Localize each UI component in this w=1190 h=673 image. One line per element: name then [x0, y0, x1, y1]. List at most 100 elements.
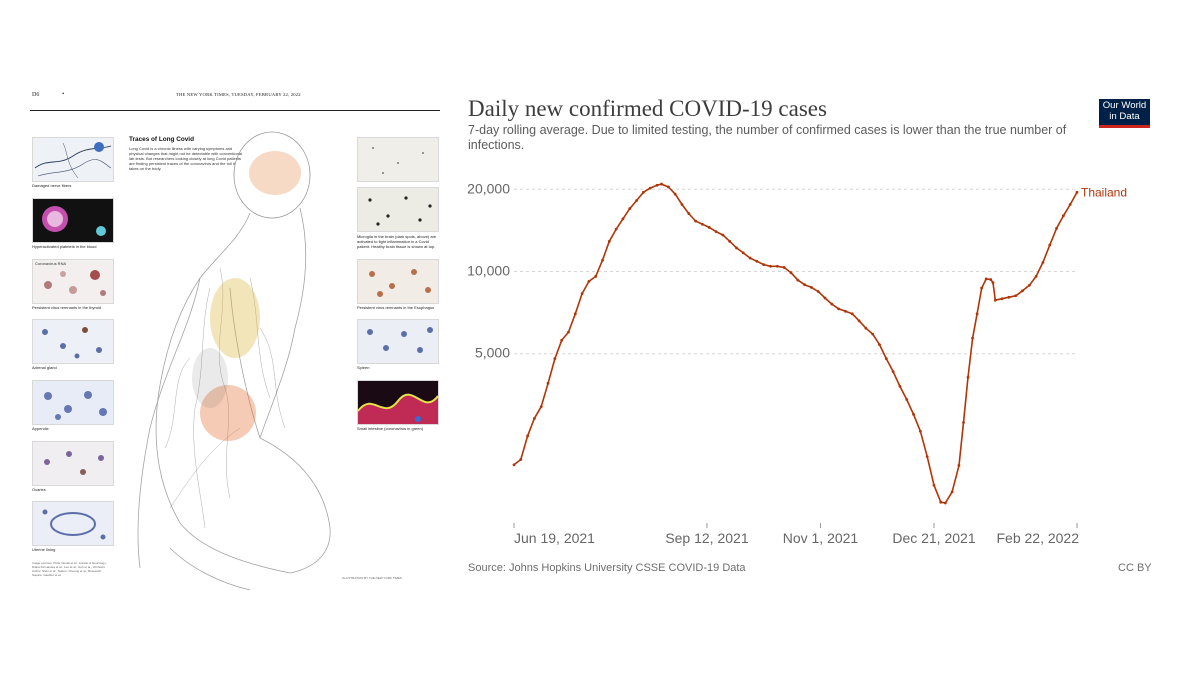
- data-point[interactable]: [816, 290, 820, 293]
- data-point[interactable]: [993, 298, 997, 302]
- data-point[interactable]: [1007, 295, 1011, 299]
- data-point[interactable]: [891, 370, 895, 374]
- data-point[interactable]: [694, 219, 698, 223]
- data-point[interactable]: [943, 501, 947, 505]
- data-point[interactable]: [748, 256, 752, 260]
- data-point[interactable]: [782, 266, 786, 269]
- data-point[interactable]: [837, 307, 841, 311]
- data-point[interactable]: [884, 357, 888, 360]
- data-point[interactable]: [932, 483, 936, 487]
- data-point[interactable]: [1021, 289, 1024, 293]
- appendix-image: [32, 380, 114, 425]
- data-point[interactable]: [775, 264, 779, 268]
- data-point[interactable]: [918, 429, 922, 433]
- data-point[interactable]: [1061, 214, 1065, 218]
- data-point[interactable]: [957, 464, 961, 467]
- data-point[interactable]: [1048, 243, 1052, 247]
- caption-uterine: Uterine lining: [32, 547, 56, 552]
- data-point[interactable]: [898, 384, 902, 388]
- data-point[interactable]: [560, 338, 564, 342]
- data-point[interactable]: [864, 326, 868, 330]
- series-label[interactable]: Thailand: [1081, 185, 1127, 199]
- data-point[interactable]: [735, 246, 738, 250]
- data-point[interactable]: [641, 190, 645, 194]
- data-point[interactable]: [721, 233, 725, 237]
- data-point[interactable]: [962, 421, 965, 424]
- data-point[interactable]: [857, 319, 861, 323]
- data-point[interactable]: [666, 185, 670, 189]
- data-point[interactable]: [905, 398, 909, 401]
- data-point[interactable]: [741, 251, 745, 255]
- data-point[interactable]: [680, 203, 684, 206]
- data-point[interactable]: [925, 455, 929, 459]
- data-point[interactable]: [607, 239, 611, 243]
- data-point[interactable]: [980, 286, 984, 290]
- data-point[interactable]: [1027, 283, 1031, 287]
- data-point[interactable]: [971, 336, 974, 340]
- chart-license[interactable]: CC BY: [1118, 562, 1152, 574]
- data-point[interactable]: [803, 283, 806, 287]
- data-point[interactable]: [1000, 297, 1004, 301]
- data-point[interactable]: [755, 259, 759, 263]
- data-point[interactable]: [580, 292, 584, 296]
- data-point[interactable]: [519, 458, 523, 461]
- data-point[interactable]: [594, 274, 598, 278]
- data-point[interactable]: [984, 277, 988, 281]
- data-point[interactable]: [823, 296, 827, 300]
- data-point[interactable]: [660, 182, 663, 186]
- data-point[interactable]: [728, 239, 732, 243]
- data-point[interactable]: [950, 490, 954, 494]
- data-point[interactable]: [673, 192, 677, 196]
- data-point[interactable]: [701, 222, 704, 226]
- data-point[interactable]: [546, 381, 550, 385]
- data-point[interactable]: [614, 227, 618, 231]
- data-point[interactable]: [512, 463, 516, 467]
- data-point[interactable]: [809, 285, 813, 289]
- data-point[interactable]: [587, 280, 591, 283]
- data-point[interactable]: [912, 412, 915, 416]
- data-point[interactable]: [648, 186, 652, 190]
- data-point[interactable]: [714, 230, 718, 234]
- data-point[interactable]: [1041, 260, 1045, 264]
- data-point[interactable]: [796, 278, 800, 282]
- data-point[interactable]: [539, 405, 543, 409]
- data-point[interactable]: [628, 207, 632, 210]
- x-tick-label: Feb 22, 2022: [996, 530, 1079, 546]
- y-tick-label: 5,000: [475, 345, 510, 361]
- data-point[interactable]: [1068, 203, 1072, 206]
- data-point[interactable]: [635, 199, 638, 202]
- data-point[interactable]: [1075, 190, 1079, 194]
- data-point[interactable]: [526, 434, 530, 438]
- owid-logo[interactable]: Our World in Data: [1099, 99, 1150, 128]
- data-point[interactable]: [567, 330, 570, 334]
- data-point[interactable]: [769, 264, 772, 268]
- data-point[interactable]: [966, 375, 970, 379]
- data-point[interactable]: [687, 212, 691, 215]
- chart-source: Source: Johns Hopkins University CSSE CO…: [468, 562, 746, 574]
- data-point[interactable]: [601, 258, 604, 262]
- data-point[interactable]: [762, 263, 766, 267]
- data-point[interactable]: [621, 217, 625, 221]
- spleen-image: [357, 319, 439, 364]
- data-point[interactable]: [850, 312, 854, 316]
- data-point[interactable]: [533, 416, 536, 420]
- data-point[interactable]: [871, 332, 875, 336]
- article-title: Traces of Long Covid: [129, 136, 194, 143]
- series-line-thailand[interactable]: [513, 183, 1078, 504]
- data-point[interactable]: [573, 312, 577, 316]
- data-point[interactable]: [830, 302, 834, 306]
- data-point[interactable]: [1014, 294, 1018, 298]
- data-point[interactable]: [975, 312, 979, 316]
- data-point[interactable]: [553, 357, 557, 360]
- data-point[interactable]: [939, 500, 943, 504]
- data-point[interactable]: [878, 343, 881, 347]
- data-point[interactable]: [991, 281, 995, 285]
- data-point[interactable]: [1034, 274, 1038, 278]
- data-point[interactable]: [789, 271, 793, 275]
- data-point[interactable]: [989, 278, 993, 281]
- data-point[interactable]: [1055, 226, 1058, 230]
- data-point[interactable]: [655, 183, 659, 187]
- data-point[interactable]: [844, 309, 847, 313]
- data-point[interactable]: [707, 226, 711, 229]
- adrenal-image: [32, 319, 114, 364]
